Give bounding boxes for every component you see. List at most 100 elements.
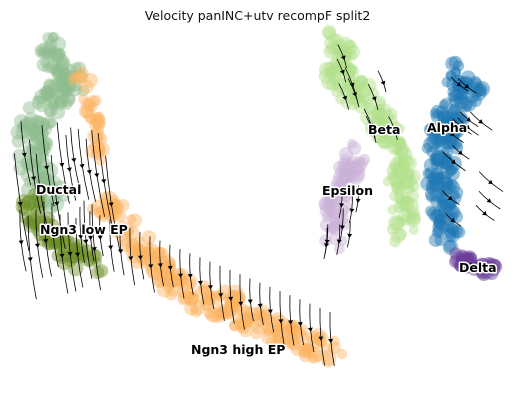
cell-point: [470, 261, 483, 273]
cell-point: [358, 153, 371, 166]
cell-point: [423, 157, 439, 174]
cell-point: [329, 180, 342, 193]
cell-point: [238, 322, 254, 338]
cell-point: [297, 343, 313, 359]
cell-point: [49, 63, 63, 77]
velocity-arrowhead: [469, 262, 475, 268]
cell-point: [446, 76, 462, 92]
cell-point: [29, 128, 46, 144]
cell-point: [85, 144, 100, 159]
cell-point: [386, 171, 397, 182]
cell-point: [159, 275, 171, 287]
cell-point: [87, 101, 98, 112]
cell-point: [50, 36, 67, 52]
label-epsilon: Epsilon: [322, 183, 373, 198]
cell-point: [61, 87, 72, 98]
cell-point: [171, 271, 187, 287]
cell-point: [58, 84, 71, 96]
cell-point: [457, 255, 473, 270]
cell-point: [54, 95, 66, 107]
cell-point: [441, 180, 456, 195]
velocity-arrowhead: [18, 240, 24, 245]
cell-point: [431, 153, 447, 168]
cell-point: [332, 39, 348, 55]
cell-point: [329, 66, 341, 78]
cell-point: [155, 255, 169, 269]
cell-point: [315, 336, 327, 348]
cell-point: [30, 180, 42, 192]
cell-point: [468, 259, 482, 273]
cell-point: [339, 168, 355, 184]
cell-point: [431, 171, 445, 185]
cell-point: [23, 215, 37, 229]
cell-point: [305, 330, 320, 344]
cell-point: [205, 307, 220, 323]
velocity-arrowhead: [88, 235, 93, 241]
velocity-streamline: [457, 117, 479, 136]
cell-point: [404, 168, 421, 185]
cell-point: [285, 322, 298, 335]
cell-point: [352, 75, 368, 91]
cell-point: [80, 251, 95, 267]
cell-point: [57, 66, 70, 79]
cell-point: [43, 102, 58, 118]
cell-point: [62, 68, 73, 79]
cell-point: [377, 116, 388, 127]
velocity-arrowhead: [43, 238, 49, 244]
cell-point: [434, 133, 448, 147]
cell-point: [146, 264, 163, 281]
cell-point: [390, 215, 406, 231]
cell-point: [425, 205, 437, 217]
cell-point: [473, 82, 488, 97]
cell-point: [132, 247, 148, 263]
cell-point: [91, 114, 104, 127]
cell-point: [335, 175, 348, 188]
cell-point: [153, 247, 169, 263]
cell-point: [36, 57, 51, 72]
cell-point: [38, 128, 49, 139]
cell-point: [262, 326, 273, 337]
cell-point: [224, 297, 240, 313]
cell-point: [159, 265, 172, 278]
cell-point: [351, 94, 366, 109]
cell-point: [324, 65, 337, 79]
cell-point: [453, 92, 466, 105]
cell-point: [437, 110, 454, 126]
cell-point: [461, 263, 473, 274]
velocity-arrowhead: [44, 165, 50, 170]
cell-point: [428, 170, 444, 187]
cell-point: [363, 102, 376, 115]
cell-point: [39, 211, 55, 228]
cell-point: [117, 232, 132, 247]
cell-point: [43, 79, 58, 94]
cell-point: [321, 75, 337, 90]
velocity-streamline: [367, 84, 379, 111]
cell-point: [90, 111, 106, 127]
cell-point: [159, 263, 171, 274]
velocity-streamline: [365, 116, 377, 143]
cell-point: [256, 310, 269, 323]
cell-point: [33, 115, 46, 128]
cell-point: [474, 257, 489, 272]
cell-point: [347, 138, 358, 150]
cell-point: [200, 298, 214, 311]
cell-point: [105, 209, 119, 224]
cell-point: [232, 302, 243, 313]
cell-point: [383, 130, 398, 145]
cell-point: [318, 69, 333, 84]
cell-point: [449, 247, 462, 260]
cell-point: [228, 319, 242, 332]
cell-point: [39, 144, 52, 156]
cell-point: [376, 118, 389, 131]
velocity-arrowhead: [108, 202, 114, 207]
cell-point: [393, 136, 407, 150]
cell-point: [437, 220, 451, 233]
cell-point: [447, 224, 460, 237]
cell-point: [98, 191, 112, 205]
cell-point: [442, 203, 459, 220]
cell-point: [162, 273, 177, 288]
cell-point: [346, 50, 358, 61]
cell-point: [371, 104, 387, 119]
